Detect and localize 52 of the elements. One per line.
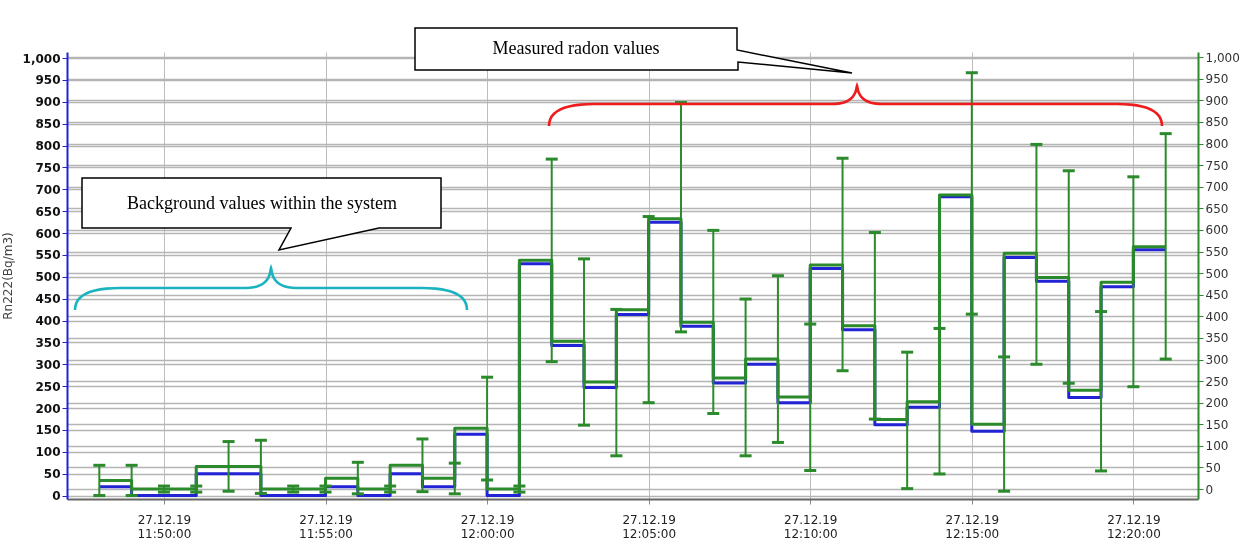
y2-tick-label: 100 [1205, 439, 1229, 454]
y2-tick-label: 750 [1205, 158, 1229, 173]
y-tick-label: 350 [35, 335, 61, 350]
annotation: Background values within the system [127, 193, 397, 213]
y-tick-label: 150 [35, 423, 61, 438]
x-tick-label: 27.12.19 12:05:00 [622, 512, 677, 541]
y2-tick-label: 200 [1205, 396, 1229, 411]
y-tick-label: 100 [35, 445, 61, 460]
x-tick-label: 27.12.19 12:10:00 [783, 512, 838, 541]
y2-tick-label: 600 [1205, 223, 1229, 238]
y2-tick-label: 250 [1205, 374, 1229, 389]
y2-tick-label: 900 [1205, 93, 1229, 108]
y-tick-label: 600 [35, 226, 61, 241]
y2-tick-label: 800 [1205, 137, 1229, 152]
y-tick-label: 1,000 [22, 51, 61, 66]
x-tick-label: 27.12.19 11:55:00 [299, 512, 353, 541]
y-tick-label: 250 [35, 379, 61, 394]
y2-tick-label: 500 [1205, 266, 1229, 281]
y2-tick-label: 1,000 [1205, 50, 1240, 65]
y-tick-label: 650 [35, 204, 61, 219]
y2-tick-label: 450 [1205, 288, 1229, 303]
y-tick-label: 500 [35, 270, 61, 285]
y2-tick-label: 950 [1205, 72, 1229, 87]
x-tick-label: 27.12.19 12:20:00 [1106, 512, 1161, 541]
y-tick-label: 700 [35, 182, 61, 197]
y-tick-label: 800 [35, 139, 61, 154]
y-tick-label: 300 [35, 357, 61, 372]
y2-tick-label: 850 [1205, 115, 1229, 130]
y-tick-label: 450 [35, 292, 61, 307]
y-tick-label: 50 [43, 467, 61, 482]
y-tick-label: 200 [35, 401, 61, 416]
y2-tick-label: 550 [1205, 245, 1229, 260]
y2-tick-label: 0 [1205, 482, 1214, 497]
y-tick-label: 900 [35, 95, 61, 110]
y2-tick-label: 400 [1205, 309, 1229, 324]
y-tick-label: 0 [52, 489, 61, 503]
y-axis-title: Rn222(Bq/m3) [0, 232, 15, 320]
y-tick-label: 750 [35, 160, 61, 175]
y-tick-label: 550 [35, 248, 61, 263]
y-tick-label: 850 [35, 117, 61, 132]
x-tick-label: 27.12.19 12:00:00 [460, 512, 515, 541]
y2-tick-label: 150 [1205, 417, 1229, 432]
annotation: Measured radon values [492, 38, 660, 58]
y-tick-label: 400 [35, 314, 61, 329]
y2-tick-label: 700 [1205, 180, 1229, 195]
y2-tick-label: 50 [1205, 460, 1221, 475]
y2-tick-label: 350 [1205, 331, 1229, 346]
y-tick-label: 950 [35, 73, 61, 88]
x-tick-label: 27.12.19 11:50:00 [137, 512, 192, 541]
x-tick-label: 27.12.19 12:15:00 [945, 512, 1000, 541]
y2-tick-label: 650 [1205, 201, 1229, 216]
y2-tick-label: 300 [1205, 353, 1229, 367]
